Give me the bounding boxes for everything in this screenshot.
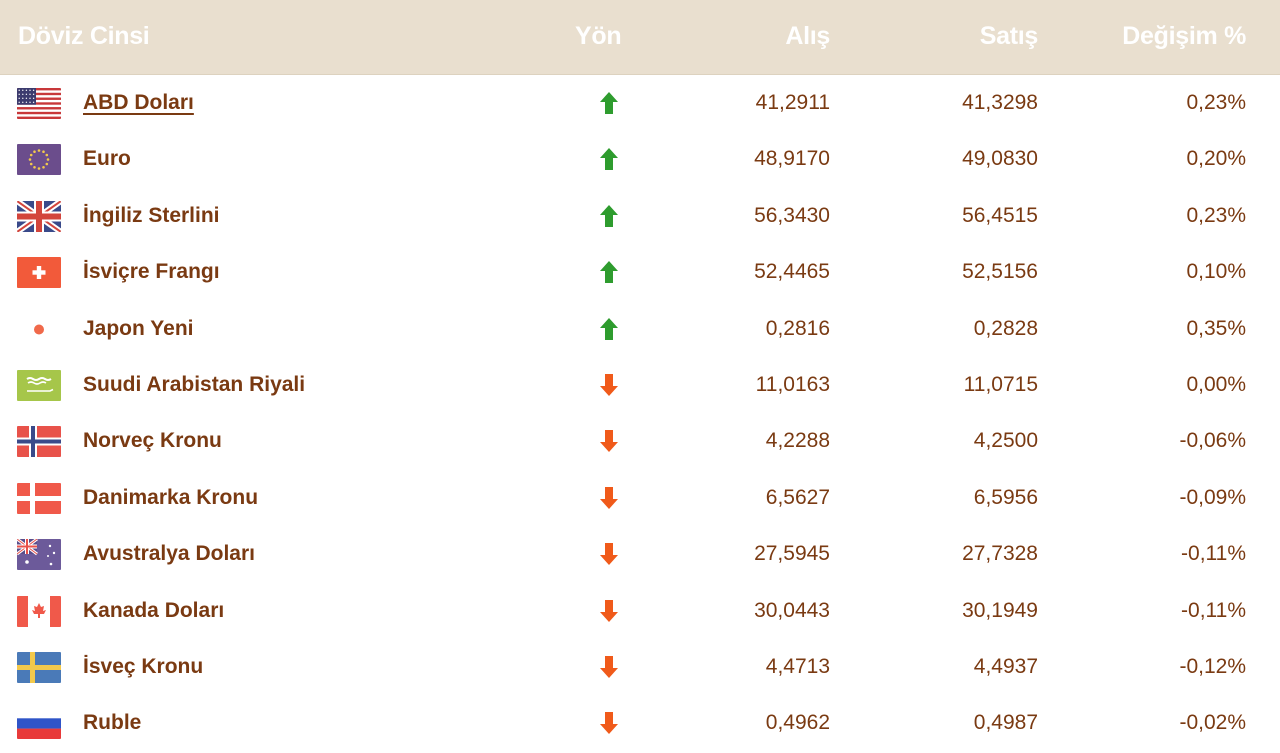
table-row[interactable]: Euro 48,9170 49,0830 0,20% <box>0 131 1280 188</box>
arrow-up-icon <box>598 204 620 228</box>
ca-flag-icon <box>17 595 61 627</box>
sell-price: 49,0830 <box>962 147 1038 171</box>
header-buy[interactable]: Alış <box>785 22 830 50</box>
header-direction[interactable]: Yön <box>575 22 622 50</box>
currency-name[interactable]: ABD Doları <box>83 91 194 114</box>
change-percent: 0,23% <box>1186 91 1246 114</box>
us-flag-icon <box>17 88 61 119</box>
change-percent: -0,02% <box>1179 711 1246 735</box>
currency-name[interactable]: İngiliz Sterlini <box>83 203 220 227</box>
currency-name[interactable]: İsviçre Frangı <box>83 260 220 284</box>
table-row[interactable]: Danimarka Kronu 6,5627 6,5956 -0,09% <box>0 469 1280 527</box>
buy-price: 56,3430 <box>754 203 830 227</box>
dk-flag-icon <box>17 482 61 514</box>
header-change[interactable]: Değişim % <box>1122 22 1246 50</box>
buy-price: 41,2911 <box>755 91 830 114</box>
table-row[interactable]: Kanada Doları 30,0443 30,1949 -0,11% <box>0 582 1280 639</box>
arrow-up-icon <box>598 317 620 341</box>
arrow-up-icon <box>598 260 620 284</box>
buy-price: 30,0443 <box>754 598 830 622</box>
arrow-down-icon <box>598 486 620 510</box>
buy-price: 0,4962 <box>765 711 830 735</box>
buy-price: 4,4713 <box>765 654 830 678</box>
change-percent: -0,09% <box>1179 485 1246 509</box>
currency-name[interactable]: Euro <box>83 147 131 171</box>
sell-price: 6,5956 <box>973 485 1038 509</box>
buy-price: 27,5945 <box>754 542 830 566</box>
currency-name[interactable]: Danimarka Kronu <box>83 485 259 509</box>
table-row[interactable]: ABD Doları 41,2911 41,3298 0,23% <box>0 75 1280 132</box>
currency-name[interactable]: Kanada Doları <box>83 598 225 622</box>
change-percent: 0,35% <box>1186 316 1246 340</box>
change-percent: -0,06% <box>1179 429 1246 453</box>
buy-price: 4,2288 <box>765 429 830 453</box>
table-row[interactable]: İsveç Kronu 4,4713 4,4937 -0,12% <box>0 638 1280 696</box>
sell-price: 52,5156 <box>962 260 1038 284</box>
table-row[interactable]: Norveç Kronu 4,2288 4,2500 -0,06% <box>0 413 1280 470</box>
buy-price: 11,0163 <box>755 372 830 396</box>
sell-price: 30,1949 <box>962 598 1038 622</box>
au-flag-icon <box>17 539 61 571</box>
change-percent: 0,00% <box>1186 372 1246 396</box>
buy-price: 52,4465 <box>754 260 830 284</box>
buy-price: 0,2816 <box>765 316 830 340</box>
buy-price: 6,5627 <box>765 485 830 509</box>
change-percent: 0,23% <box>1186 203 1246 227</box>
change-percent: -0,12% <box>1179 654 1246 678</box>
change-percent: 0,10% <box>1186 260 1246 284</box>
arrow-up-icon <box>598 147 620 171</box>
se-flag-icon <box>17 651 61 683</box>
change-percent: -0,11% <box>1181 598 1246 622</box>
header-sell[interactable]: Satış <box>979 22 1039 50</box>
arrow-down-icon <box>598 599 620 623</box>
jp-flag-icon <box>17 313 61 345</box>
table-header: Döviz Cinsi Yön Alış Satış Değişim % <box>0 0 1280 75</box>
ch-flag-icon <box>17 257 61 289</box>
no-flag-icon <box>17 426 61 458</box>
currency-name[interactable]: Japon Yeni <box>83 316 194 340</box>
arrow-down-icon <box>598 542 620 566</box>
sell-price: 11,0715 <box>963 372 1038 396</box>
change-percent: 0,20% <box>1186 147 1246 171</box>
currency-name[interactable]: Ruble <box>83 711 142 735</box>
table-row[interactable]: İsviçre Frangı 52,4465 52,5156 0,10% <box>0 244 1280 301</box>
sell-price: 27,7328 <box>962 542 1038 566</box>
sell-price: 56,4515 <box>962 203 1038 227</box>
sell-price: 0,4987 <box>973 711 1038 735</box>
currency-name[interactable]: Norveç Kronu <box>83 429 222 453</box>
sell-price: 41,3298 <box>962 91 1038 114</box>
currency-name[interactable]: İsveç Kronu <box>83 654 204 678</box>
currency-name[interactable]: Suudi Arabistan Riyali <box>83 372 306 396</box>
arrow-down-icon <box>598 655 620 679</box>
arrow-down-icon <box>598 429 620 453</box>
sell-price: 0,2828 <box>973 316 1038 340</box>
uk-flag-icon <box>17 200 61 232</box>
table-body: ABD Doları 41,2911 41,3298 0,23% Euro 48,9170… <box>0 75 1280 752</box>
sa-flag-icon <box>17 369 61 401</box>
table-row[interactable]: Suudi Arabistan Riyali 11,0163 11,0715 0,00… <box>0 356 1280 414</box>
table-row[interactable]: Avustralya Doları 27,5945 27,7328 -0,11% <box>0 526 1280 583</box>
table-row[interactable]: Japon Yeni 0,2816 0,2828 0,35% <box>0 300 1280 357</box>
change-percent: -0,11% <box>1181 542 1246 566</box>
table-row[interactable]: İngiliz Sterlini 56,3430 56,4515 0,23% <box>0 187 1280 245</box>
arrow-down-icon <box>598 373 620 397</box>
sell-price: 4,2500 <box>973 429 1038 453</box>
sell-price: 4,4937 <box>973 654 1038 678</box>
table-row[interactable]: Ruble 0,4962 0,4987 -0,02% <box>0 695 1280 752</box>
ru-flag-icon <box>17 708 61 740</box>
arrow-down-icon <box>598 711 620 735</box>
currency-name[interactable]: Avustralya Doları <box>83 542 255 566</box>
eu-flag-icon <box>17 144 61 176</box>
buy-price: 48,9170 <box>754 147 830 171</box>
header-currency[interactable]: Döviz Cinsi <box>18 22 150 50</box>
arrow-up-icon <box>598 91 620 115</box>
